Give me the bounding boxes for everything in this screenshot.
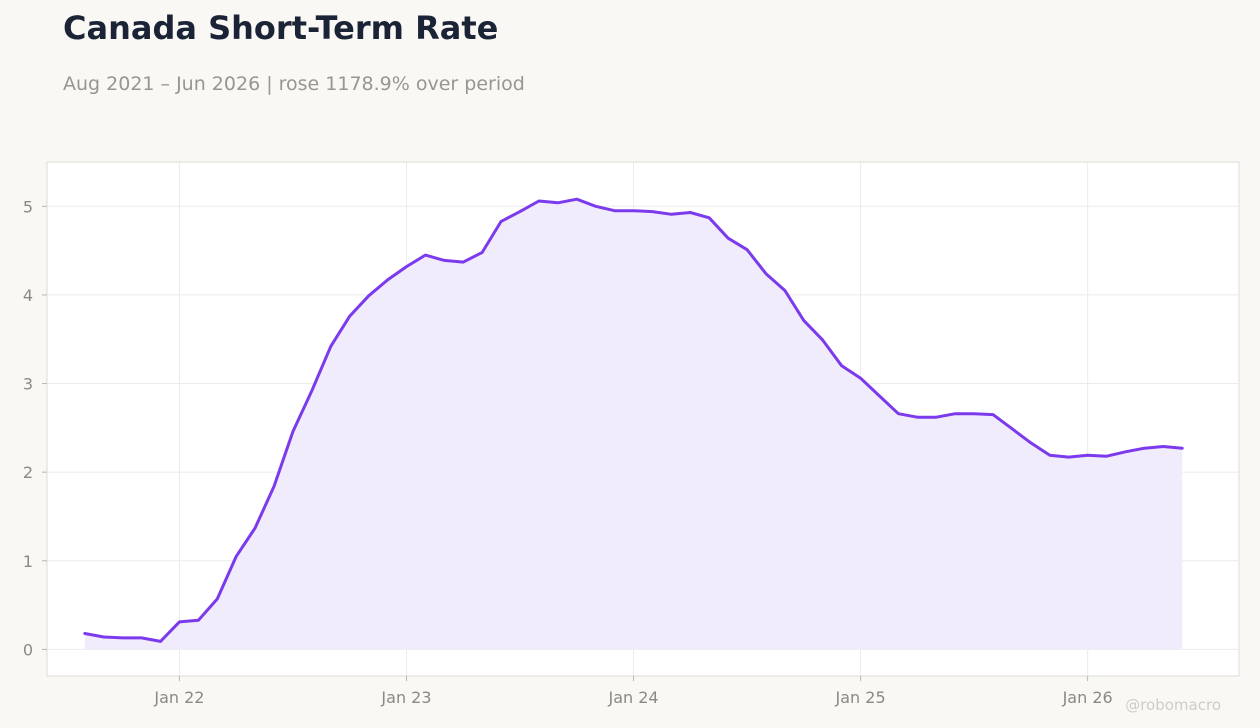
y-tick-label: 5	[23, 197, 33, 216]
axis-ticks: 0 1 2 3 4 5 Jan 22 Jan 23 Jan 24 Jan 25 Jan 26	[23, 197, 1113, 707]
y-tick-label: 4	[23, 286, 33, 305]
watermark: @robomacro	[1125, 696, 1221, 714]
x-tick-label: Jan 24	[607, 688, 658, 707]
page-title: Canada Short-Term Rate	[63, 9, 499, 47]
x-tick-label: Jan 22	[153, 688, 204, 707]
x-tick-label: Jan 23	[380, 688, 431, 707]
y-tick-label: 0	[23, 640, 33, 659]
series-line	[83, 197, 1184, 643]
area-fill	[84, 199, 1183, 650]
x-tick-label: Jan 26	[1062, 688, 1113, 707]
page-subtitle: Aug 2021 – Jun 2026 | rose 1178.9% over …	[63, 73, 525, 95]
x-tick-label: Jan 25	[835, 688, 886, 707]
y-tick-label: 2	[23, 463, 33, 482]
y-tick-label: 1	[23, 552, 33, 571]
y-tick-label: 3	[23, 375, 33, 394]
